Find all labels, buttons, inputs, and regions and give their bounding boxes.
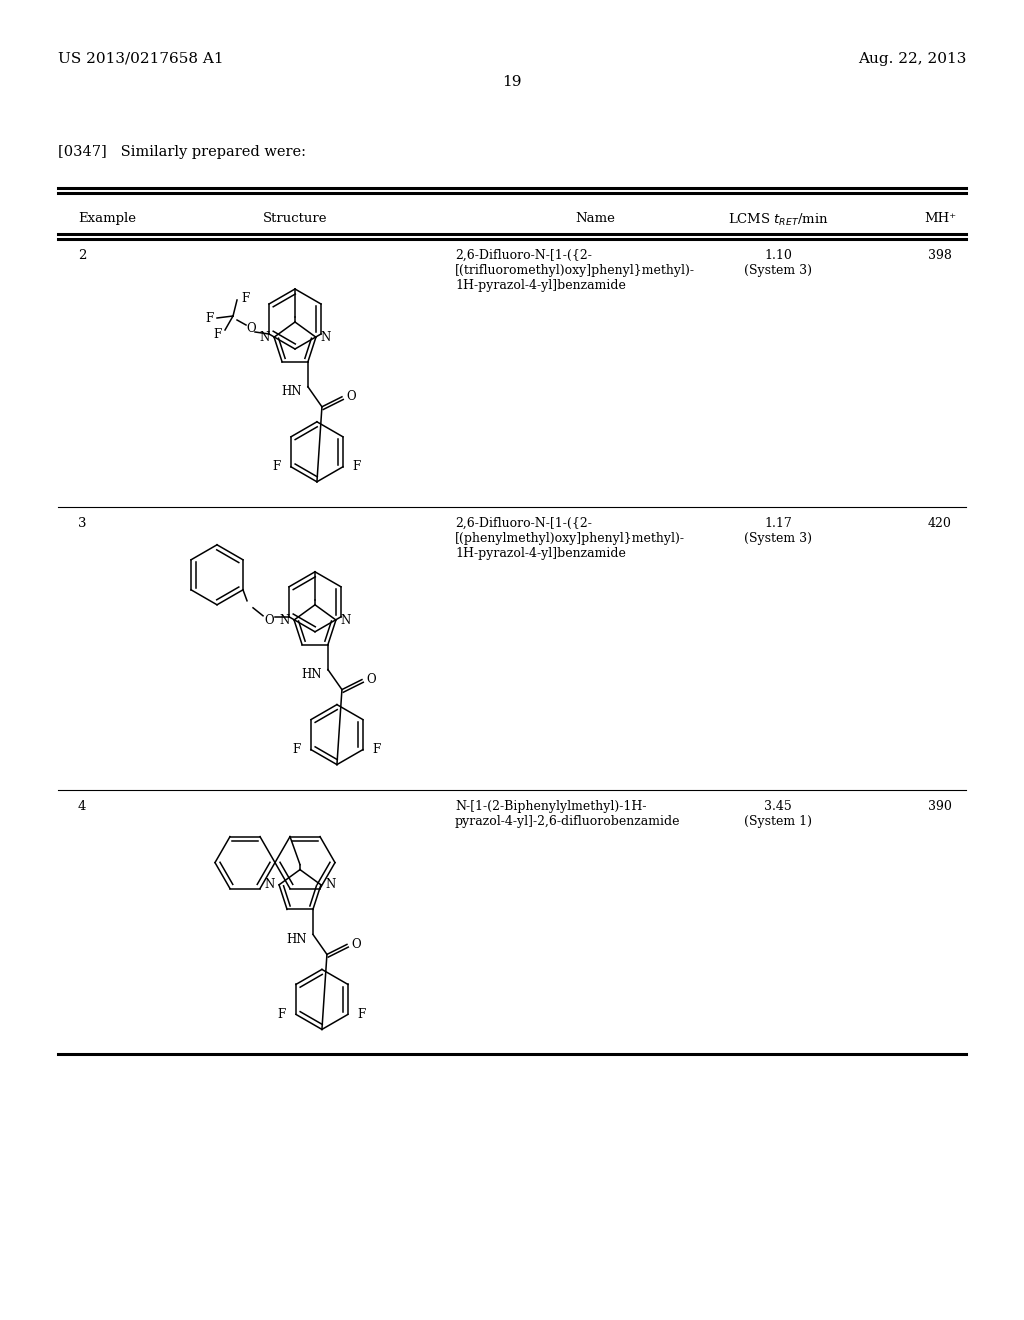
Text: 2: 2 xyxy=(78,249,86,261)
Text: O: O xyxy=(346,391,355,404)
Text: 1.17: 1.17 xyxy=(764,517,792,529)
Text: HN: HN xyxy=(282,385,302,399)
Text: O: O xyxy=(351,939,360,950)
Text: MH⁺: MH⁺ xyxy=(924,213,956,224)
Text: HN: HN xyxy=(302,668,323,681)
Text: 390: 390 xyxy=(928,800,952,813)
Text: O: O xyxy=(246,322,256,335)
Text: Structure: Structure xyxy=(263,213,328,224)
Text: 2,6-Difluoro-N-[1-({2-: 2,6-Difluoro-N-[1-({2- xyxy=(455,517,592,529)
Text: HN: HN xyxy=(287,933,307,946)
Text: F: F xyxy=(213,327,221,341)
Text: (System 1): (System 1) xyxy=(744,814,812,828)
Text: 19: 19 xyxy=(502,75,522,88)
Text: F: F xyxy=(353,461,361,474)
Text: N: N xyxy=(321,331,331,343)
Text: US 2013/0217658 A1: US 2013/0217658 A1 xyxy=(58,51,223,66)
Text: N-[1-(2-Biphenylylmethyl)-1H-: N-[1-(2-Biphenylylmethyl)-1H- xyxy=(455,800,646,813)
Text: F: F xyxy=(357,1008,366,1020)
Text: pyrazol-4-yl]-2,6-difluorobenzamide: pyrazol-4-yl]-2,6-difluorobenzamide xyxy=(455,814,681,828)
Text: 420: 420 xyxy=(928,517,952,529)
Text: 4: 4 xyxy=(78,800,86,813)
Text: Example: Example xyxy=(78,213,136,224)
Text: F: F xyxy=(278,1008,286,1020)
Text: 2,6-Difluoro-N-[1-({2-: 2,6-Difluoro-N-[1-({2- xyxy=(455,249,592,261)
Text: 1.10: 1.10 xyxy=(764,249,792,261)
Text: 1H-pyrazol-4-yl]benzamide: 1H-pyrazol-4-yl]benzamide xyxy=(455,279,626,292)
Text: O: O xyxy=(264,614,273,627)
Text: (System 3): (System 3) xyxy=(744,532,812,545)
Text: (System 3): (System 3) xyxy=(744,264,812,277)
Text: N: N xyxy=(264,878,274,891)
Text: [(trifluoromethyl)oxy]phenyl}methyl)-: [(trifluoromethyl)oxy]phenyl}methyl)- xyxy=(455,264,695,277)
Text: F: F xyxy=(373,743,381,756)
Text: F: F xyxy=(241,292,249,305)
Text: 3.45: 3.45 xyxy=(764,800,792,813)
Text: N: N xyxy=(341,614,351,627)
Text: F: F xyxy=(205,312,213,325)
Text: LCMS $t_{RET}$/min: LCMS $t_{RET}$/min xyxy=(728,213,828,228)
Text: N: N xyxy=(259,331,269,343)
Text: N: N xyxy=(326,878,336,891)
Text: 1H-pyrazol-4-yl]benzamide: 1H-pyrazol-4-yl]benzamide xyxy=(455,546,626,560)
Text: F: F xyxy=(272,461,281,474)
Text: 398: 398 xyxy=(928,249,952,261)
Text: [(phenylmethyl)oxy]phenyl}methyl)-: [(phenylmethyl)oxy]phenyl}methyl)- xyxy=(455,532,685,545)
Text: N: N xyxy=(279,614,289,627)
Text: Aug. 22, 2013: Aug. 22, 2013 xyxy=(858,51,966,66)
Text: Name: Name xyxy=(575,213,615,224)
Text: O: O xyxy=(367,673,376,686)
Text: 3: 3 xyxy=(78,517,86,529)
Text: [0347]   Similarly prepared were:: [0347] Similarly prepared were: xyxy=(58,145,306,158)
Text: F: F xyxy=(293,743,301,756)
